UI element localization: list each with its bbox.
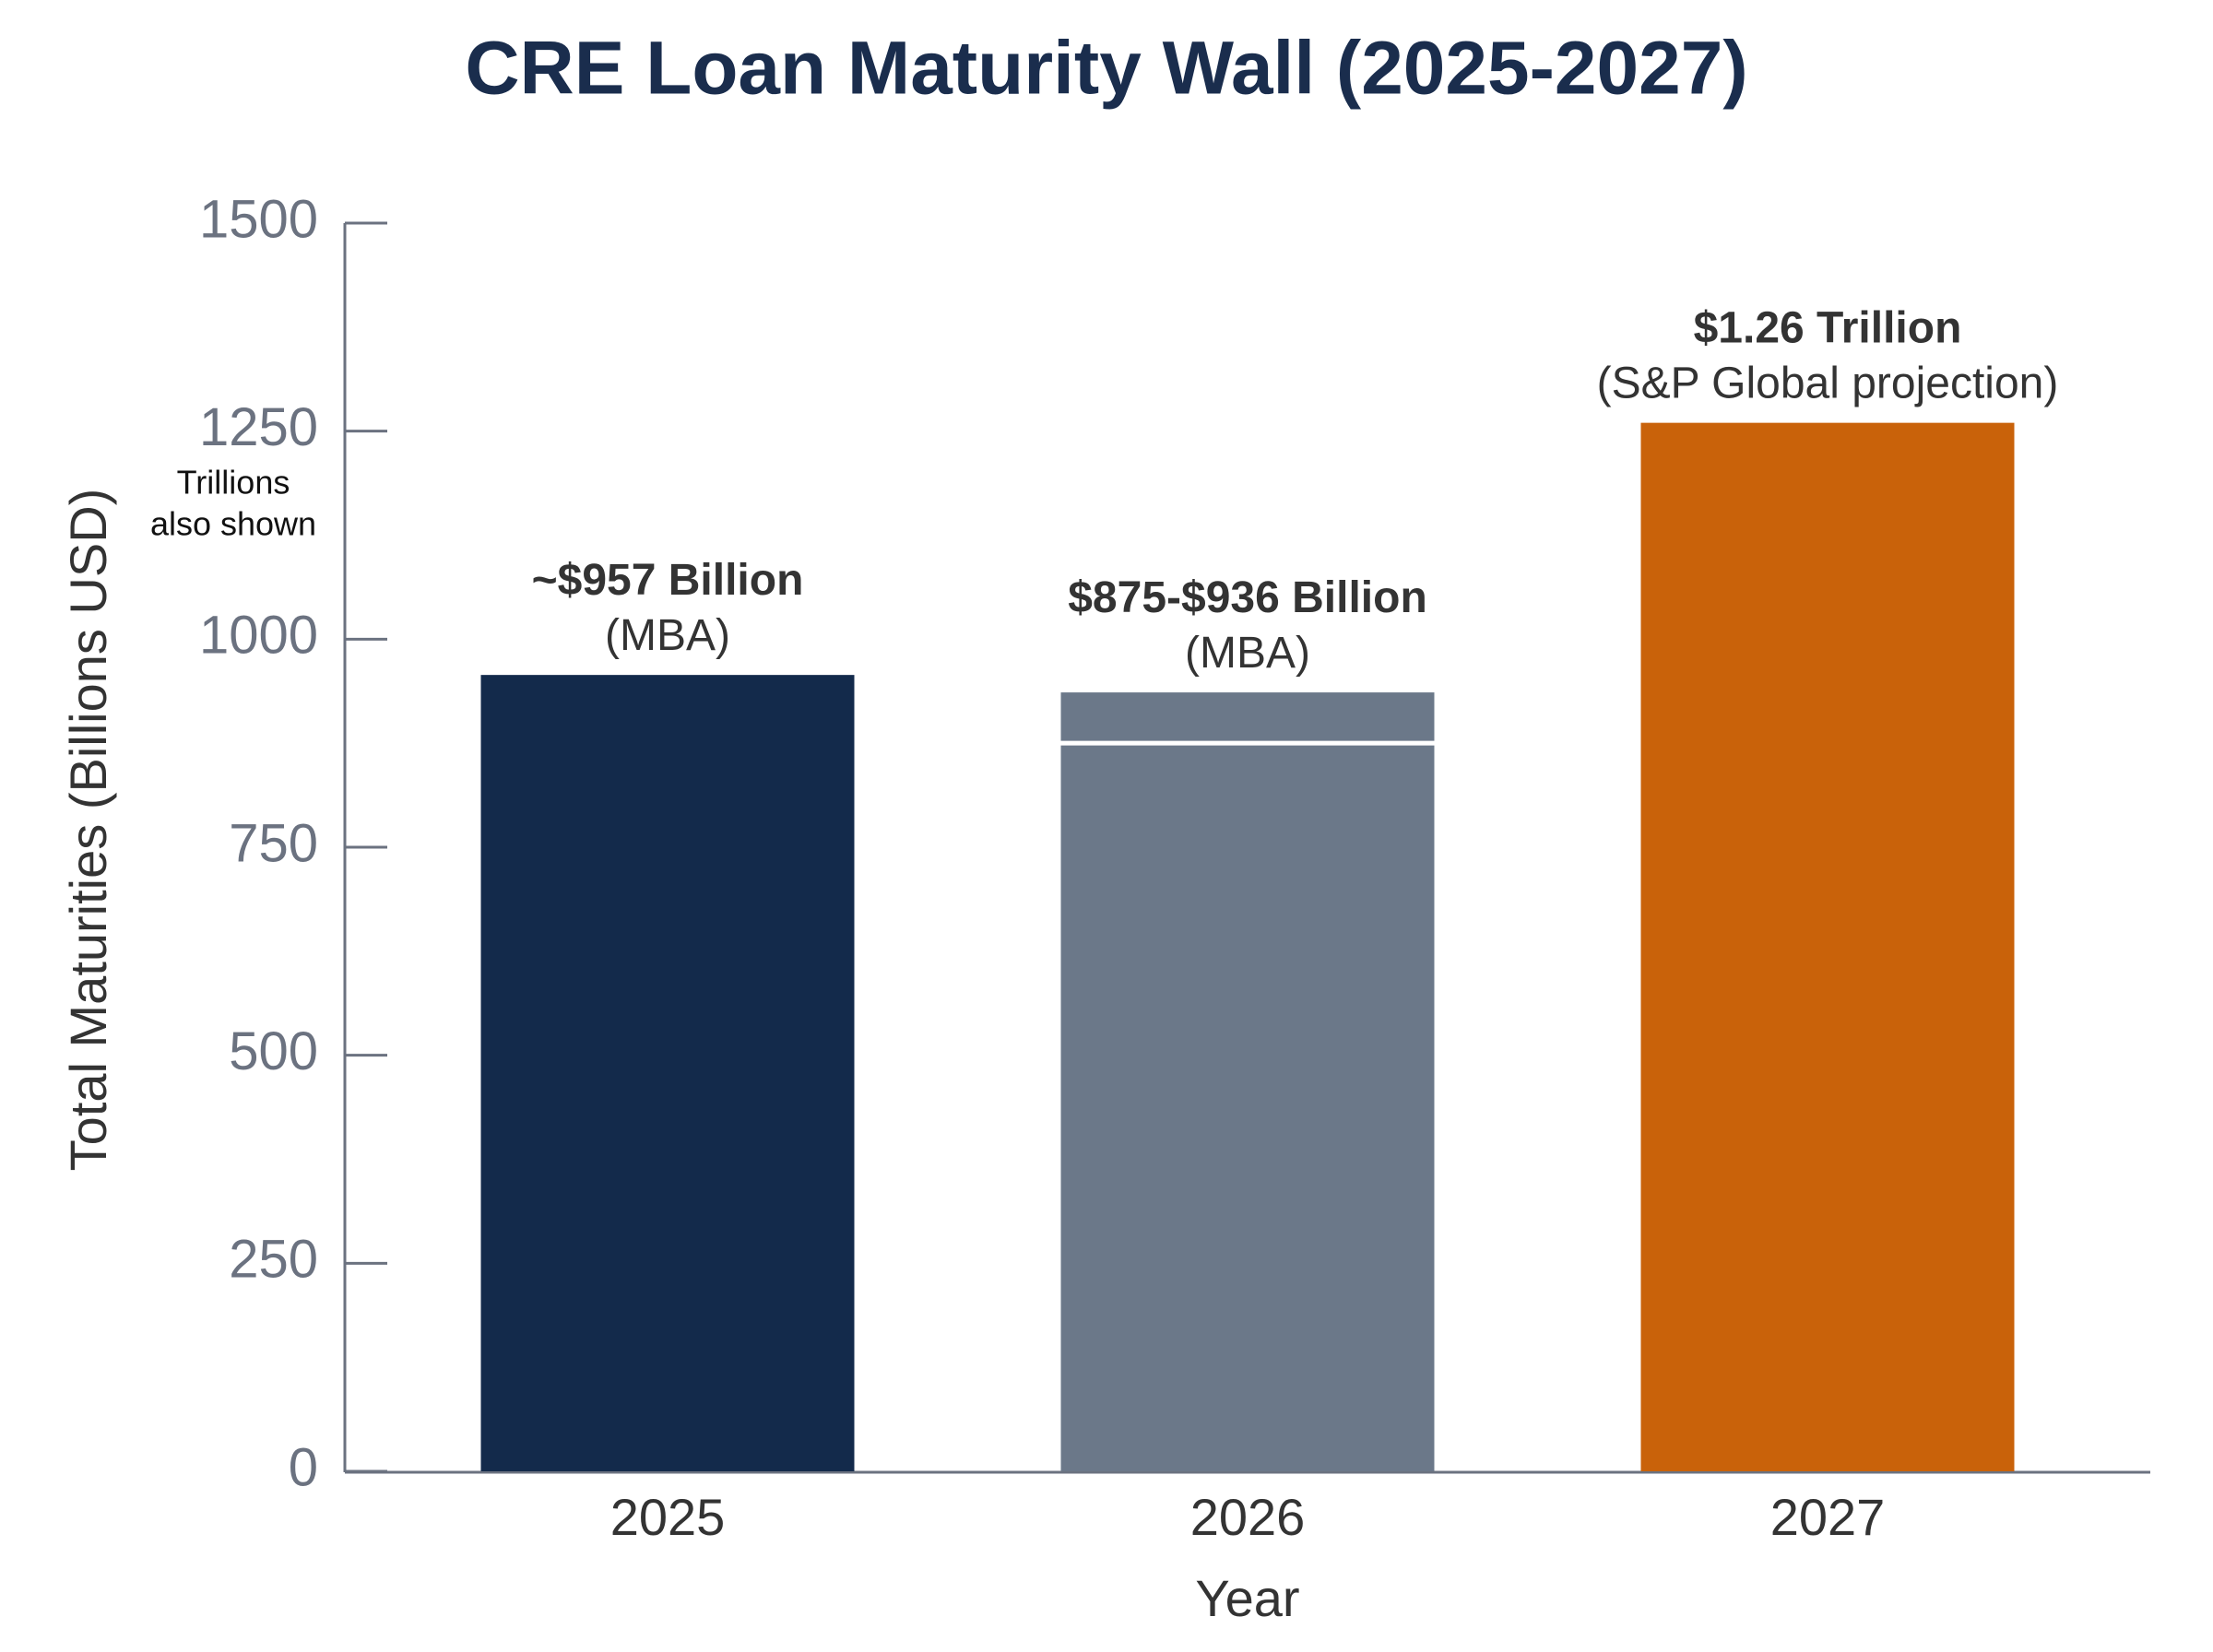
bar [480, 675, 855, 1471]
value-note: (MBA) [605, 611, 730, 660]
x-tick-label: 2025 [610, 1488, 726, 1546]
axis-note: also shown [150, 505, 316, 543]
x-tick-label: 2027 [1770, 1488, 1886, 1546]
x-tick-label: 2026 [1190, 1488, 1306, 1546]
bar [1640, 422, 2015, 1471]
y-tick-label: 1250 [199, 397, 318, 457]
y-tick-label: 1000 [199, 606, 318, 666]
chart-title: CRE Loan Maturity Wall (2025-2027) [465, 27, 1747, 111]
value-label: $875-$936 Billion [1068, 573, 1427, 622]
value-label: $1.26 Trillion [1694, 303, 1962, 352]
axis-note: Trillions [177, 464, 290, 502]
y-tick-label: 750 [229, 813, 318, 873]
y-tick-label: 0 [289, 1437, 318, 1497]
y-tick-label: 250 [229, 1230, 318, 1290]
y-tick-label: 1500 [199, 189, 318, 249]
y-axis-title: Total Maturities (Billions USD) [59, 489, 117, 1172]
y-tick-label: 500 [229, 1021, 318, 1081]
value-note: (MBA) [1185, 629, 1310, 678]
value-label: ~$957 Billion [532, 556, 804, 605]
bar [1060, 692, 1435, 1471]
x-axis-title: Year [1195, 1569, 1299, 1627]
value-note: (S&P Global projection) [1597, 359, 2059, 407]
